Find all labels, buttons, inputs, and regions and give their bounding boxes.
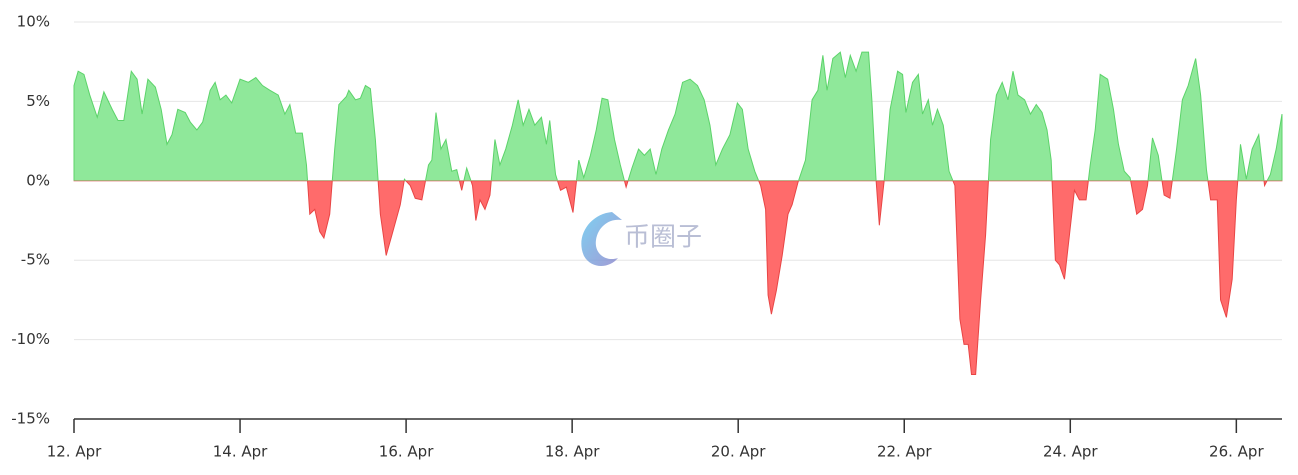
- y-tick-label: 10%: [17, 13, 50, 31]
- y-tick-label: -10%: [11, 330, 50, 348]
- watermark-text: 币圈子: [624, 223, 702, 253]
- y-tick-label: 5%: [26, 92, 50, 110]
- watermark-logo: [581, 212, 622, 266]
- x-tick-label: 22. Apr: [877, 443, 932, 461]
- x-tick-label: 24. Apr: [1043, 443, 1098, 461]
- area-positive: [73, 51, 1283, 181]
- y-tick-label: -15%: [11, 410, 50, 428]
- x-tick-label: 16. Apr: [379, 443, 434, 461]
- x-tick-label: 20. Apr: [711, 443, 766, 461]
- y-tick-label: 0%: [26, 171, 50, 189]
- x-tick-label: 12. Apr: [47, 443, 102, 461]
- x-tick-label: 18. Apr: [545, 443, 600, 461]
- x-tick-label: 26. Apr: [1209, 443, 1264, 461]
- watermark: 币圈子: [581, 212, 702, 266]
- y-tick-label: -5%: [21, 251, 50, 269]
- x-tick-label: 14. Apr: [213, 443, 268, 461]
- area-negative: [73, 180, 1283, 376]
- plot: -15% -10% -5% 0% 5% 10% 12. Apr 14. Apr 16. Apr 1…: [11, 13, 1283, 461]
